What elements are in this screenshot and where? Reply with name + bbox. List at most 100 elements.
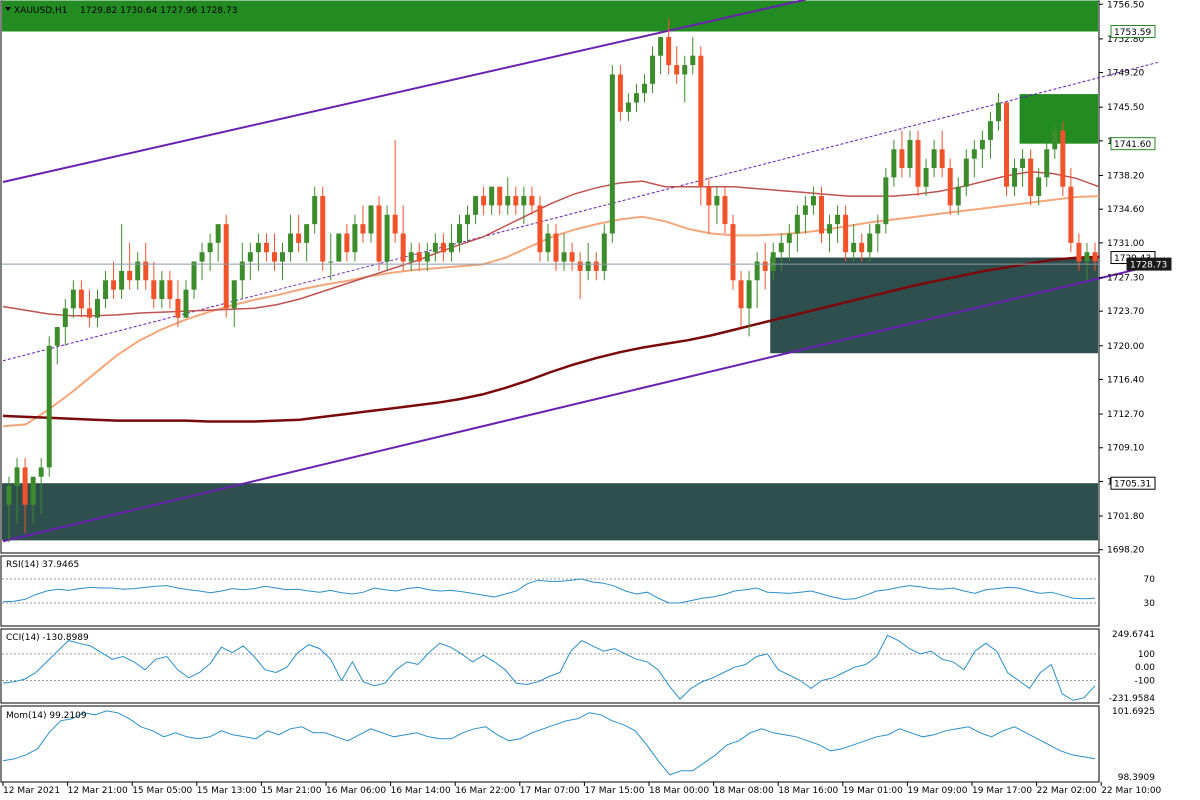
candle-bullish[interactable]: [336, 233, 342, 262]
candle-bullish[interactable]: [1036, 177, 1042, 197]
candle-bullish[interactable]: [62, 308, 68, 328]
candle-bearish[interactable]: [706, 186, 712, 206]
candle-bearish[interactable]: [1068, 186, 1074, 243]
candle-bullish[interactable]: [995, 102, 1001, 122]
candle-bullish[interactable]: [778, 242, 784, 253]
candle-bullish[interactable]: [30, 476, 36, 505]
candle-bearish[interactable]: [762, 261, 768, 271]
candle-bearish[interactable]: [843, 214, 849, 253]
candle-bullish[interactable]: [465, 214, 471, 225]
candle-bullish[interactable]: [971, 149, 977, 159]
candle-bullish[interactable]: [215, 224, 221, 243]
dropdown-triangle-icon[interactable]: [5, 7, 11, 11]
candle-bullish[interactable]: [54, 327, 60, 346]
candle-bullish[interactable]: [867, 233, 873, 253]
candle-bearish[interactable]: [1076, 242, 1082, 262]
candle-bullish[interactable]: [601, 233, 607, 271]
candle-bearish[interactable]: [296, 233, 302, 243]
candle-bearish[interactable]: [376, 205, 382, 262]
candle-bullish[interactable]: [609, 74, 615, 234]
candle-bullish[interactable]: [891, 149, 897, 178]
candle-bullish[interactable]: [408, 252, 414, 262]
candle-bearish[interactable]: [1028, 158, 1034, 197]
candle-bullish[interactable]: [658, 37, 664, 56]
candle-bullish[interactable]: [955, 186, 961, 206]
candle-bearish[interactable]: [320, 196, 326, 262]
candle-bullish[interactable]: [328, 261, 334, 263]
candle-bullish[interactable]: [714, 196, 720, 206]
candle-bearish[interactable]: [416, 252, 422, 262]
candle-bullish[interactable]: [473, 196, 479, 215]
candle-bullish[interactable]: [280, 252, 286, 262]
candle-bullish[interactable]: [690, 55, 696, 66]
candle-bearish[interactable]: [513, 196, 519, 206]
candle-bearish[interactable]: [271, 252, 277, 262]
candle-bearish[interactable]: [698, 55, 704, 187]
candle-bearish[interactable]: [360, 224, 366, 234]
candle-bullish[interactable]: [1044, 149, 1050, 178]
candle-bearish[interactable]: [939, 149, 945, 169]
candle-bullish[interactable]: [802, 205, 808, 215]
candle-bullish[interactable]: [70, 289, 76, 309]
candle-bullish[interactable]: [489, 186, 495, 206]
candle-bullish[interactable]: [545, 233, 551, 253]
candle-bullish[interactable]: [207, 242, 213, 253]
candle-bullish[interactable]: [1012, 168, 1018, 187]
candle-bullish[interactable]: [770, 252, 776, 271]
candle-bearish[interactable]: [674, 65, 680, 75]
candle-bullish[interactable]: [247, 252, 253, 262]
candle-bullish[interactable]: [448, 242, 454, 253]
candle-bullish[interactable]: [46, 345, 52, 468]
candle-bullish[interactable]: [585, 261, 591, 271]
candle-bullish[interactable]: [979, 139, 985, 150]
candle-bullish[interactable]: [963, 158, 969, 187]
candle-bearish[interactable]: [497, 186, 503, 206]
candle-bullish[interactable]: [239, 261, 245, 281]
candle-bullish[interactable]: [191, 261, 197, 290]
candle-bullish[interactable]: [424, 252, 430, 262]
candle-bullish[interactable]: [923, 168, 929, 187]
candle-bearish[interactable]: [344, 233, 350, 253]
candle-bearish[interactable]: [1004, 102, 1010, 187]
candle-bullish[interactable]: [135, 261, 141, 281]
candle-bearish[interactable]: [738, 280, 744, 309]
candle-bullish[interactable]: [561, 252, 567, 262]
candle-bullish[interactable]: [94, 298, 100, 318]
candle-bullish[interactable]: [14, 467, 20, 487]
candle-bullish[interactable]: [432, 242, 438, 253]
candle-bullish[interactable]: [633, 93, 639, 103]
candle-bullish[interactable]: [754, 261, 760, 281]
candle-bullish[interactable]: [987, 121, 993, 140]
candle-bullish[interactable]: [231, 280, 237, 309]
candle-bullish[interactable]: [521, 196, 527, 206]
candle-bearish[interactable]: [86, 308, 92, 318]
candle-bullish[interactable]: [199, 252, 205, 262]
candle-bearish[interactable]: [577, 261, 583, 271]
candle-bullish[interactable]: [625, 102, 631, 112]
candle-bullish[interactable]: [456, 224, 462, 243]
candle-bearish[interactable]: [569, 252, 575, 262]
candle-bearish[interactable]: [1060, 130, 1066, 187]
candle-bearish[interactable]: [915, 139, 921, 187]
candle-bearish[interactable]: [1092, 252, 1098, 262]
candle-bullish[interactable]: [352, 224, 358, 253]
candle-bullish[interactable]: [1084, 252, 1090, 262]
candle-bullish[interactable]: [304, 224, 310, 243]
candle-bearish[interactable]: [127, 270, 133, 281]
candle-bearish[interactable]: [537, 205, 543, 253]
candle-bullish[interactable]: [875, 224, 881, 234]
candle-bullish[interactable]: [810, 196, 816, 206]
candle-bearish[interactable]: [175, 298, 181, 318]
candle-bearish[interactable]: [400, 233, 406, 262]
candle-bullish[interactable]: [642, 83, 648, 94]
candle-bullish[interactable]: [6, 486, 12, 505]
candle-bullish[interactable]: [384, 214, 390, 262]
candle-bullish[interactable]: [1020, 158, 1026, 169]
candle-bearish[interactable]: [899, 149, 905, 169]
candle-bearish[interactable]: [167, 280, 173, 299]
candle-bearish[interactable]: [223, 224, 229, 309]
candle-bullish[interactable]: [746, 280, 752, 309]
candle-bullish[interactable]: [368, 205, 374, 234]
candle-bullish[interactable]: [682, 65, 688, 75]
candle-bullish[interactable]: [931, 149, 937, 169]
